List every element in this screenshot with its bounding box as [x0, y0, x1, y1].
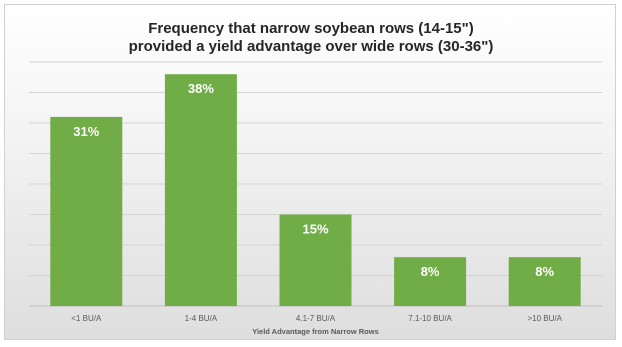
bar — [279, 214, 352, 306]
category-label: 1-4 BU/A — [185, 314, 218, 323]
bar — [164, 74, 237, 306]
chart-title-line-1: Frequency that narrow soybean rows (14-1… — [148, 20, 474, 37]
data-label: 8% — [535, 264, 554, 279]
data-label: 8% — [421, 264, 440, 279]
category-labels: <1 BU/A 1-4 BU/A 4.1-7 BU/A 7.1-10 BU/A >10 … — [71, 314, 562, 323]
x-axis-title: Yield Advantage from Narrow Rows — [252, 327, 379, 336]
bar — [394, 257, 467, 306]
category-label: 4.1-7 BU/A — [296, 314, 336, 323]
category-label: >10 BU/A — [527, 314, 562, 323]
data-label: 15% — [302, 222, 328, 237]
data-labels: 31% 38% 15% 8% 8% — [73, 81, 554, 279]
bar — [50, 116, 123, 307]
category-label: 7.1-10 BU/A — [408, 314, 452, 323]
chart-title-line-2: provided a yield advantage over wide row… — [128, 38, 494, 55]
bars — [50, 74, 581, 307]
category-label: <1 BU/A — [71, 314, 102, 323]
data-label: 38% — [188, 81, 214, 96]
data-label: 31% — [73, 124, 99, 139]
bar — [508, 257, 581, 306]
